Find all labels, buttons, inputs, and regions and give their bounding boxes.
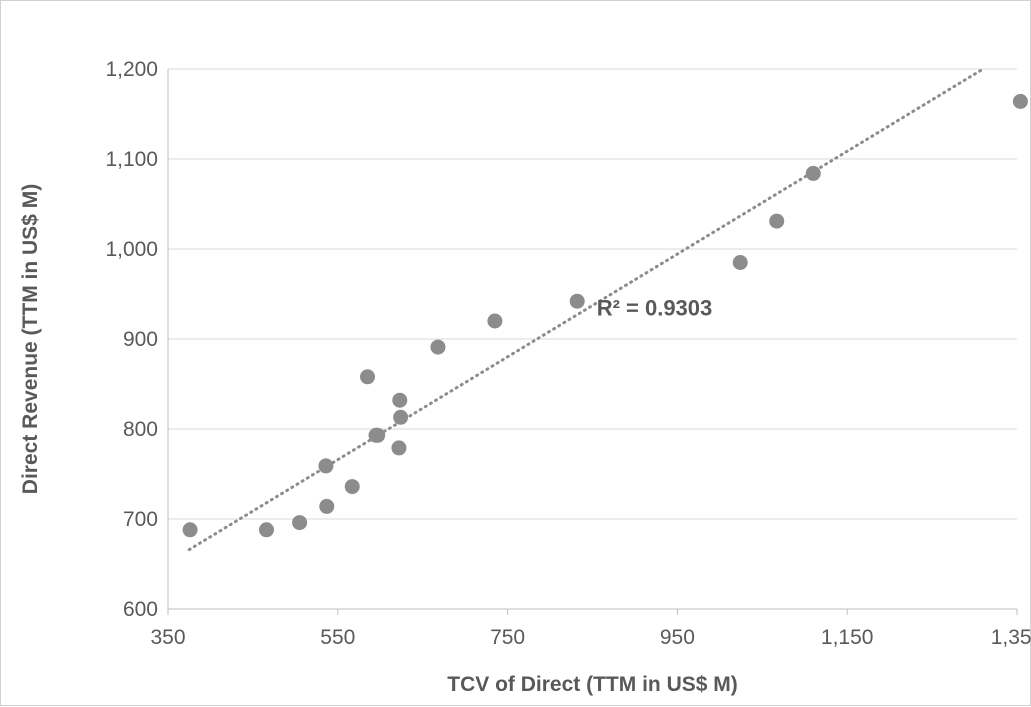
y-axis-title: Direct Revenue (TTM in US$ M) xyxy=(19,184,42,494)
gridlines xyxy=(168,68,1017,520)
data-point-11 xyxy=(392,392,408,408)
data-point-14 xyxy=(569,293,585,309)
y-tick-label: 1,100 xyxy=(105,148,158,171)
data-points xyxy=(182,93,1028,538)
data-point-3 xyxy=(319,498,335,514)
axes xyxy=(167,69,1018,615)
data-point-1 xyxy=(258,522,274,538)
data-point-10 xyxy=(393,409,409,425)
r-squared-annotation: R² = 0.9303 xyxy=(597,296,713,321)
data-point-18 xyxy=(1012,93,1028,109)
data-point-0 xyxy=(182,522,198,538)
x-tick-label: 950 xyxy=(660,626,695,649)
y-tick-label: 1,000 xyxy=(105,238,158,261)
x-tick-label: 1,350 xyxy=(991,626,1031,649)
tick-labels: 600 700 800 900 1,000 1,100 1,200 350 550 750 950 1… xyxy=(105,58,1031,649)
data-point-13 xyxy=(487,313,503,329)
data-point-7 xyxy=(370,427,386,443)
data-point-9 xyxy=(391,440,407,456)
data-point-5 xyxy=(344,479,360,495)
y-tick-label: 800 xyxy=(123,418,158,441)
x-tick-label: 750 xyxy=(490,626,525,649)
linear-trendline xyxy=(187,67,985,552)
y-tick-label: 700 xyxy=(123,508,158,531)
data-point-12 xyxy=(430,339,446,355)
x-tick-label: 550 xyxy=(320,626,355,649)
data-point-16 xyxy=(769,213,785,229)
data-point-15 xyxy=(732,255,748,270)
y-tick-label: 600 xyxy=(123,598,158,621)
x-axis-title: TCV of Direct (TTM in US$ M) xyxy=(447,673,738,696)
data-point-8 xyxy=(360,369,376,385)
y-tick-label: 1,200 xyxy=(105,58,158,81)
x-tick-label: 1,150 xyxy=(821,626,874,649)
trendline-layer xyxy=(187,67,985,552)
data-point-4 xyxy=(318,458,334,474)
data-point-2 xyxy=(292,515,308,531)
y-tick-label: 900 xyxy=(123,328,158,351)
data-point-17 xyxy=(805,165,821,181)
x-tick-label: 350 xyxy=(150,626,185,649)
